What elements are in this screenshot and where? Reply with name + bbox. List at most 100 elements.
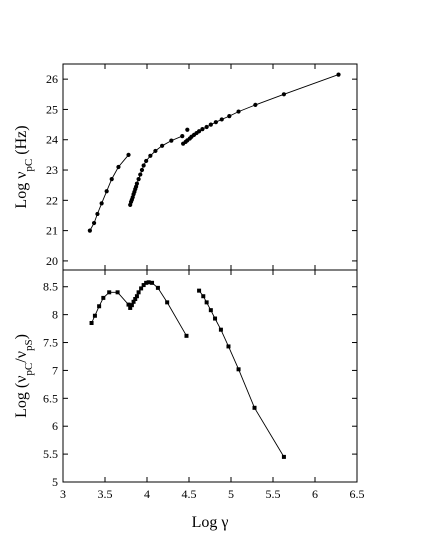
- upper-data-point: [200, 127, 205, 132]
- lower-y-tick-label: 7.5: [43, 336, 58, 350]
- upper-series-3-line: [182, 74, 339, 145]
- lower-data-point: [226, 344, 231, 349]
- upper-data-point: [116, 164, 121, 170]
- upper-data-point: [153, 148, 158, 154]
- upper-data-point: [148, 153, 153, 158]
- upper-series-1-line: [89, 154, 129, 231]
- x-tick-label: 3.5: [98, 487, 113, 501]
- lower-y-tick-label: 6.5: [43, 391, 58, 405]
- lower-data-point: [144, 280, 149, 285]
- upper-data-point: [160, 143, 165, 148]
- upper-data-point: [208, 122, 213, 127]
- upper-data-point: [185, 127, 190, 132]
- upper-data-point: [136, 177, 141, 182]
- lower-data-point: [165, 300, 170, 305]
- upper-data-point: [204, 124, 209, 130]
- lower-series-2-line: [198, 290, 285, 458]
- lower-data-point: [131, 299, 136, 304]
- lower-data-point: [129, 303, 134, 308]
- lower-data-point: [136, 290, 141, 295]
- x-tick-label: 5: [228, 487, 234, 501]
- lower-data-point: [134, 294, 139, 299]
- upper-series-marks: [87, 72, 341, 233]
- upper-data-point: [87, 228, 92, 233]
- upper-data-point: [336, 72, 341, 77]
- lower-data-point: [201, 294, 206, 299]
- upper-y-axis: 20 21 22 23 24 25 26: [46, 72, 357, 268]
- lower-data-point: [213, 316, 218, 321]
- lower-data-point: [139, 286, 144, 291]
- lower-data-point: [89, 321, 94, 325]
- upper-data-point: [213, 120, 218, 125]
- lower-panel: 5 5.5 6 6.5 7 7.5 8 8.5 3 3.5 4 4.5 5 5.5 6 6.5: [43, 64, 365, 501]
- upper-series-2-line: [129, 135, 183, 206]
- lower-data-point: [92, 313, 97, 318]
- x-axis-label: Log γ: [192, 514, 229, 531]
- upper-data-point: [180, 134, 185, 139]
- lower-data-point: [197, 288, 202, 293]
- upper-data-point: [91, 220, 97, 226]
- upper-y-tick-label: 21: [46, 224, 58, 238]
- lower-y-tick-label: 7: [52, 363, 58, 377]
- upper-y-axis-label: Log νpC (Hz): [13, 125, 35, 208]
- x-axis: 3 3.5 4 4.5 5 5.5 6 6.5: [60, 64, 365, 501]
- upper-data-point: [281, 92, 287, 97]
- upper-data-point: [104, 189, 109, 194]
- upper-data-point: [138, 172, 143, 177]
- upper-y-tick-label: 23: [46, 163, 58, 177]
- upper-data-point: [139, 167, 145, 173]
- x-tick-label: 3: [60, 487, 66, 501]
- lower-data-point: [218, 327, 223, 332]
- upper-data-point: [126, 152, 131, 157]
- lower-y-tick-label: 5.5: [43, 447, 58, 461]
- upper-data-point: [253, 102, 258, 107]
- upper-data-point: [196, 129, 202, 134]
- x-tick-label: 5.5: [266, 487, 281, 501]
- lower-y-tick-label: 6: [52, 419, 58, 433]
- lower-y-tick-label: 8.5: [43, 280, 58, 294]
- lower-series-marks: [89, 280, 286, 459]
- lower-data-point: [236, 367, 241, 372]
- lower-data-point: [141, 283, 146, 288]
- lower-data-point: [204, 300, 209, 305]
- lower-data-point: [281, 454, 286, 459]
- upper-y-tick-label: 20: [46, 254, 58, 268]
- upper-data-point: [141, 163, 146, 168]
- upper-data-point: [99, 201, 104, 206]
- lower-data-point: [155, 285, 160, 290]
- lower-data-point: [150, 280, 155, 285]
- lower-data-point: [107, 290, 112, 295]
- upper-panel: 20 21 22 23 24 25 26: [46, 63, 358, 271]
- x-tick-label: 4: [144, 487, 150, 501]
- upper-y-tick-label: 24: [46, 133, 58, 147]
- lower-data-point: [126, 302, 131, 307]
- lower-data-point: [146, 280, 151, 285]
- lower-data-point: [101, 295, 106, 300]
- lower-data-point: [115, 290, 120, 295]
- lower-panel-frame: [62, 269, 358, 483]
- upper-y-tick-label: 22: [46, 193, 58, 207]
- lower-data-point: [133, 297, 138, 302]
- upper-data-point: [95, 211, 100, 217]
- upper-data-point: [134, 181, 140, 186]
- lower-y-tick-label: 8: [52, 308, 58, 322]
- lower-y-axis: 5 5.5 6 6.5 7 7.5 8 8.5: [43, 280, 357, 489]
- upper-data-point: [236, 109, 241, 114]
- lower-y-axis-label: Log (νpC/νpS): [13, 334, 35, 418]
- upper-data-point: [109, 177, 114, 182]
- x-tick-label: 6.5: [350, 487, 365, 501]
- upper-data-point: [144, 158, 149, 164]
- lower-data-point: [208, 308, 213, 313]
- upper-data-point: [227, 114, 232, 119]
- lower-data-point: [252, 405, 257, 410]
- upper-panel-frame: [62, 63, 358, 271]
- lower-data-point: [128, 305, 133, 310]
- upper-data-point: [169, 138, 174, 143]
- upper-y-tick-label: 26: [46, 72, 58, 86]
- upper-data-point: [219, 117, 224, 122]
- x-tick-label: 4.5: [182, 487, 197, 501]
- lower-data-point: [97, 304, 102, 309]
- x-tick-label: 6: [312, 487, 318, 501]
- lower-data-point: [184, 333, 189, 338]
